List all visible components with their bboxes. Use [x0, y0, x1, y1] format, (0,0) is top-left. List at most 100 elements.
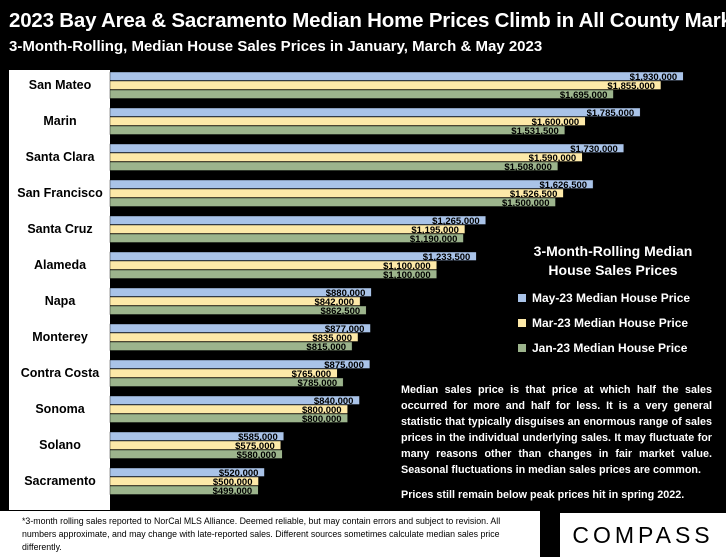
bar-jan-sacramento [109, 485, 259, 495]
data-label-mar-sacramento: $500,000 [213, 477, 253, 488]
data-label-mar-santa-clara: $1,590,000 [529, 153, 577, 164]
legend-label-jan: Jan-23 Median House Price [532, 341, 688, 355]
bar-jan-santa-clara [109, 161, 559, 171]
data-label-may-contra-costa: $875,000 [324, 360, 364, 371]
data-label-jan-santa-cruz: $1,190,000 [410, 234, 458, 245]
category-label-santa-cruz: Santa Cruz [27, 222, 92, 236]
data-label-may-san-francisco: $1,626,500 [540, 180, 588, 191]
data-label-may-santa-cruz: $1,265,000 [432, 216, 480, 227]
category-label-san-francisco: San Francisco [17, 186, 103, 200]
category-label-sacramento: Sacramento [24, 474, 96, 488]
category-label-contra-costa: Contra Costa [21, 366, 101, 380]
data-label-may-napa: $880,000 [326, 288, 366, 299]
bar-may-marin [109, 107, 641, 117]
data-label-may-san-mateo: $1,930,000 [630, 72, 678, 83]
data-label-mar-alameda: $1,100,000 [383, 261, 431, 272]
bar-jan-monterey [109, 341, 353, 351]
bar-may-monterey [109, 323, 371, 333]
bar-jan-san-francisco [109, 197, 556, 207]
data-label-jan-contra-costa: $785,000 [298, 378, 338, 389]
data-label-jan-santa-clara: $1,508,000 [504, 162, 552, 173]
data-label-may-marin: $1,785,000 [587, 108, 635, 119]
category-label-marin: Marin [43, 114, 76, 128]
bar-mar-marin [109, 116, 586, 126]
bar-mar-contra-costa [109, 368, 338, 378]
legend-title: 3-Month-Rolling Median House Sales Price… [533, 243, 693, 278]
compass-logo: COMPASS [560, 513, 726, 557]
data-label-jan-san-mateo: $1,695,000 [560, 90, 608, 101]
data-label-jan-solano: $580,000 [237, 450, 277, 461]
category-label-san-mateo: San Mateo [29, 78, 92, 92]
data-label-mar-marin: $1,600,000 [532, 117, 580, 128]
bar-mar-santa-cruz [109, 224, 466, 234]
legend-item-jan: Jan-23 Median House Price [518, 341, 718, 355]
bar-mar-solano [109, 440, 281, 450]
category-label-alameda: Alameda [34, 258, 87, 272]
data-label-mar-monterey: $835,000 [312, 333, 352, 344]
data-label-jan-marin: $1,531,500 [511, 126, 559, 137]
bar-may-sonoma [109, 395, 360, 405]
legend-swatch-may [518, 294, 526, 302]
category-label-santa-clara: Santa Clara [26, 150, 96, 164]
data-label-mar-sonoma: $800,000 [302, 405, 342, 416]
bar-may-contra-costa [109, 359, 371, 369]
legend: 3-Month-Rolling Median House Sales Price… [518, 242, 718, 355]
source-footnote: *3-month rolling sales reported to NorCa… [0, 511, 540, 557]
bar-may-santa-clara [109, 143, 625, 153]
peak-price-note: Prices still remain below peak prices hi… [401, 489, 685, 501]
data-label-jan-sonoma: $800,000 [302, 414, 342, 425]
data-label-may-sacramento: $520,000 [219, 468, 259, 479]
category-label-monterey: Monterey [32, 330, 88, 344]
data-label-mar-santa-cruz: $1,195,000 [411, 225, 459, 236]
bar-mar-sacramento [109, 476, 259, 486]
data-label-mar-napa: $842,000 [314, 297, 354, 308]
bar-mar-napa [109, 296, 361, 306]
bar-may-santa-cruz [109, 215, 486, 225]
legend-label-may: May-23 Median House Price [532, 291, 691, 305]
data-label-jan-san-francisco: $1,500,000 [502, 198, 550, 209]
bar-mar-sonoma [109, 404, 348, 414]
data-label-may-sonoma: $840,000 [314, 396, 354, 407]
bar-mar-monterey [109, 332, 359, 342]
data-label-jan-sacramento: $499,000 [213, 486, 253, 497]
bar-mar-santa-clara [109, 152, 583, 162]
bar-jan-san-mateo [109, 89, 614, 99]
legend-swatch-jan [518, 344, 526, 352]
bar-may-san-mateo [109, 71, 684, 81]
data-label-may-monterey: $877,000 [325, 324, 365, 335]
chart-title: 2023 Bay Area & Sacramento Median Home P… [9, 9, 726, 32]
bar-jan-napa [109, 305, 367, 315]
bar-jan-sonoma [109, 413, 348, 423]
bar-mar-san-francisco [109, 188, 564, 198]
bar-mar-san-mateo [109, 80, 662, 90]
legend-item-may: May-23 Median House Price [518, 291, 718, 305]
bar-jan-solano [109, 449, 283, 459]
data-label-mar-san-francisco: $1,526,500 [510, 189, 558, 200]
category-label-solano: Solano [39, 438, 81, 452]
chart-subtitle: 3-Month-Rolling, Median House Sales Pric… [9, 38, 543, 55]
data-label-may-santa-clara: $1,730,000 [570, 144, 618, 155]
bar-jan-santa-cruz [109, 233, 464, 243]
legend-label-mar: Mar-23 Median House Price [532, 316, 689, 330]
legend-swatch-mar [518, 319, 526, 327]
data-label-may-alameda: $1,233,500 [423, 252, 471, 263]
data-label-mar-solano: $575,000 [235, 441, 275, 452]
bar-jan-marin [109, 125, 566, 135]
bar-may-napa [109, 287, 372, 297]
bar-mar-alameda [109, 260, 437, 270]
median-price-note: Median sales price is that price at whic… [401, 384, 712, 476]
data-label-jan-monterey: $815,000 [306, 342, 346, 353]
data-label-jan-napa: $862,500 [321, 306, 361, 317]
bar-may-alameda [109, 251, 477, 261]
bar-jan-contra-costa [109, 377, 344, 387]
bar-may-solano [109, 431, 284, 441]
data-label-jan-alameda: $1,100,000 [383, 270, 431, 281]
legend-item-mar: Mar-23 Median House Price [518, 316, 718, 330]
category-label-panel [9, 70, 110, 510]
data-label-mar-contra-costa: $765,000 [292, 369, 332, 380]
category-label-sonoma: Sonoma [35, 402, 85, 416]
bar-may-san-francisco [109, 179, 594, 189]
data-label-may-solano: $585,000 [238, 432, 278, 443]
category-label-napa: Napa [45, 294, 77, 308]
